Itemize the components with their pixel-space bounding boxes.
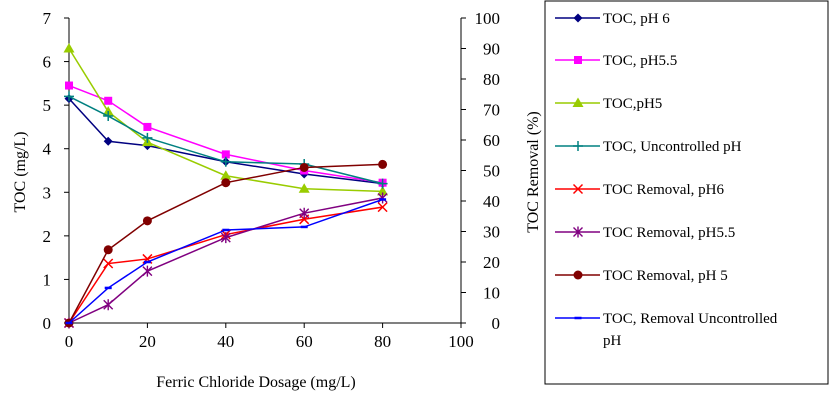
- y-axis-title: TOC (mg/L): [12, 131, 29, 212]
- x-tick-label: 20: [139, 332, 156, 351]
- data-point: [299, 207, 310, 219]
- legend-swatch-marker: [574, 56, 582, 64]
- series-layer: [63, 43, 389, 329]
- y-tick-label: 7: [43, 9, 52, 28]
- x-tick-label: 80: [374, 332, 391, 351]
- x-tick-label: 0: [65, 332, 74, 351]
- data-point: [221, 150, 230, 159]
- data-point: [142, 216, 152, 226]
- data-point: [103, 258, 114, 269]
- legend-item: TOC, Removal Uncontrolled pH: [555, 311, 778, 349]
- data-point: [220, 170, 232, 180]
- series-line: [68, 206, 383, 324]
- data-point: [142, 132, 153, 143]
- data-point: [221, 178, 231, 188]
- legend-label: TOC, pH5.5: [603, 53, 677, 69]
- series-line: [68, 84, 383, 184]
- y-tick-label: 3: [43, 183, 52, 202]
- legend-box: [544, 0, 829, 385]
- legend-label: TOC,pH5: [603, 96, 662, 112]
- y-tick-label: 5: [43, 96, 52, 115]
- legend-item: TOC, Uncontrolled pH: [555, 139, 742, 155]
- data-point: [103, 245, 113, 255]
- legend-swatch-marker: [572, 183, 584, 195]
- x-axis-title: Ferric Chloride Dosage (mg/L): [156, 374, 356, 391]
- x-tick-label: 100: [448, 332, 474, 351]
- data-point: [220, 156, 231, 167]
- data-point: [142, 265, 153, 277]
- legend-label: TOC, Removal Uncontrolled pH: [603, 311, 778, 349]
- data-point: [143, 122, 152, 131]
- legend-swatch-marker: [573, 141, 583, 151]
- series-line: [68, 98, 383, 185]
- legend-label: TOC Removal, pH5.5: [603, 225, 735, 241]
- legend-label: TOC, Uncontrolled pH: [603, 139, 742, 155]
- legend-label: TOC, pH 6: [603, 11, 670, 27]
- plot-frame: [68, 18, 462, 324]
- series-5: [64, 192, 388, 329]
- data-point: [102, 106, 114, 116]
- data-point: [220, 232, 231, 244]
- y2-tick-label: 10: [483, 284, 500, 303]
- series-7: [65, 198, 387, 325]
- data-point: [103, 136, 113, 146]
- series-6: [64, 159, 388, 328]
- y2-axis-title: TOC Removal (%): [525, 111, 542, 232]
- legend-item: TOC,pH5: [555, 96, 662, 112]
- legend-item: TOC Removal, pH5.5: [555, 225, 735, 241]
- legend-item: TOC Removal, pH 5: [555, 268, 728, 284]
- data-point: [65, 81, 73, 90]
- y2-tick-label: 70: [483, 101, 500, 120]
- series-line: [68, 163, 383, 324]
- legend-item: TOC Removal, pH6: [555, 182, 724, 198]
- y2-tick-label: 20: [483, 253, 500, 272]
- data-point: [103, 299, 114, 311]
- y-tick-label: 1: [43, 270, 52, 289]
- data-point: [377, 178, 388, 189]
- y2-tick-label: 40: [483, 192, 500, 211]
- y2-tick-label: 0: [492, 314, 501, 333]
- data-point: [103, 111, 114, 122]
- y-tick-label: 0: [43, 314, 52, 333]
- legend-swatch-marker: [573, 13, 583, 23]
- y2-tick-label: 50: [483, 162, 500, 181]
- data-point: [104, 96, 113, 105]
- y-tick-label: 4: [43, 140, 52, 159]
- data-point: [63, 43, 75, 53]
- series-line: [68, 198, 383, 324]
- y2-tick-label: 60: [483, 131, 500, 150]
- y2-tick-label: 30: [483, 223, 500, 242]
- data-point: [298, 183, 310, 193]
- legend-swatch-marker: [572, 97, 584, 107]
- x-tick-label: 40: [217, 332, 234, 351]
- legend: TOC, pH 6 TOC, pH5.5 TOC,pH5 TOC, Uncontrol…: [544, 0, 829, 385]
- data-point: [378, 159, 388, 169]
- y-tick-label: 6: [43, 53, 52, 72]
- legend-label: TOC Removal, pH 5: [603, 268, 728, 284]
- y2-tick-label: 80: [483, 70, 500, 89]
- y2-tick-label: 100: [475, 9, 501, 28]
- legend-swatch-marker: [573, 226, 583, 238]
- axis-ticks: 0 20 40 60 80 1000123456701020304050607080901…: [43, 9, 501, 351]
- legend-swatch-marker: [573, 270, 583, 280]
- series-line: [68, 197, 383, 324]
- legend-item: TOC, pH 6: [555, 11, 670, 27]
- data-point: [64, 91, 74, 102]
- y2-tick-label: 90: [483, 40, 500, 59]
- series-line: [68, 48, 383, 193]
- legend-label: TOC Removal, pH6: [603, 182, 724, 198]
- x-tick-label: 60: [296, 332, 313, 351]
- y-tick-label: 2: [43, 227, 52, 246]
- legend-item: TOC, pH5.5: [555, 53, 677, 69]
- data-point: [377, 202, 388, 213]
- data-point: [299, 162, 309, 172]
- data-point: [377, 185, 389, 196]
